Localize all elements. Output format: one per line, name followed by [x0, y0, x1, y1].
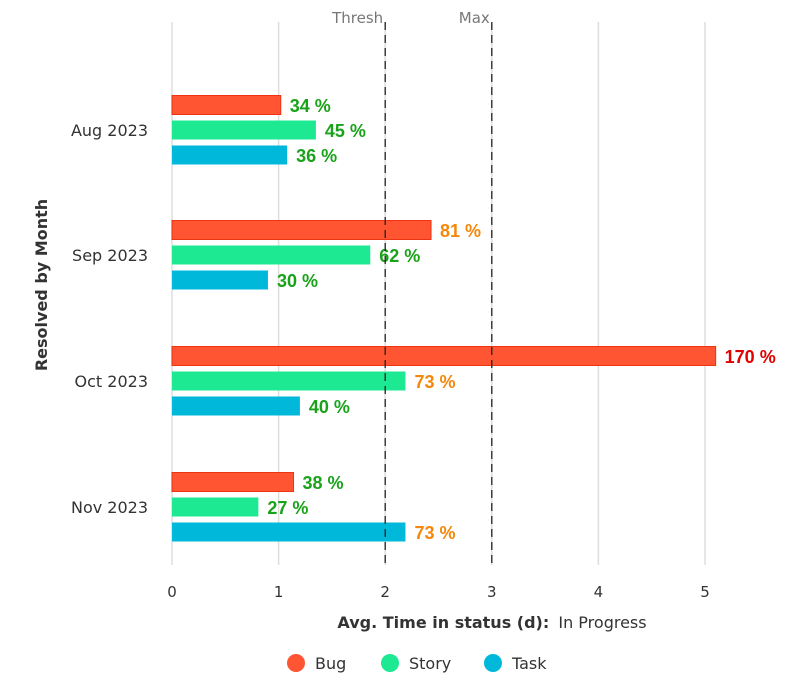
bar-story [172, 497, 259, 517]
data-label: 38 % [303, 473, 344, 493]
y-tick-label: Nov 2023 [71, 498, 148, 517]
x-tick-label: 0 [167, 583, 177, 601]
bar-bug [171, 220, 432, 240]
x-tick-label: 4 [594, 583, 604, 601]
y-tick-label: Sep 2023 [72, 246, 148, 265]
x-axis-title-rest: In Progress [558, 613, 646, 632]
bar-bug [171, 95, 282, 115]
data-label: 73 % [414, 523, 455, 543]
legend-label: Bug [315, 654, 346, 673]
y-axis-title: Resolved by Month [32, 199, 51, 371]
legend-marker-story [381, 654, 399, 672]
bar-task [172, 270, 268, 290]
bar-story [172, 245, 371, 265]
data-label: 73 % [414, 372, 455, 392]
data-label: 81 % [440, 221, 481, 241]
legend-label: Story [409, 654, 451, 673]
x-tick-label: 5 [700, 583, 710, 601]
data-label: 36 % [296, 146, 337, 166]
y-tick-label: Aug 2023 [71, 121, 148, 140]
x-axis-title-bold: Avg. Time in status (d): [337, 613, 549, 632]
bar-bug [171, 346, 717, 366]
bar-task [172, 396, 300, 416]
data-label: 62 % [379, 246, 420, 266]
reference-line-label: Thresh [331, 9, 383, 27]
x-tick-label: 2 [380, 583, 390, 601]
bar-task [172, 145, 288, 165]
bar-task [172, 522, 406, 542]
data-label: 34 % [290, 96, 331, 116]
bar-story [172, 120, 316, 140]
data-label: 170 % [725, 347, 776, 367]
data-label: 45 % [325, 121, 366, 141]
bar-story [172, 371, 406, 391]
x-axis-title: Avg. Time in status (d): In Progress [337, 613, 646, 632]
x-tick-label: 3 [487, 583, 497, 601]
legend-label: Task [511, 654, 547, 673]
reference-line-label: Max [459, 9, 490, 27]
data-label: 27 % [267, 498, 308, 518]
data-label: 40 % [309, 397, 350, 417]
y-tick-label: Oct 2023 [75, 372, 148, 391]
data-label: 30 % [277, 271, 318, 291]
bar-bug [171, 472, 295, 492]
legend-marker-task [484, 654, 502, 672]
legend-marker-bug [287, 654, 305, 672]
x-tick-label: 1 [274, 583, 284, 601]
